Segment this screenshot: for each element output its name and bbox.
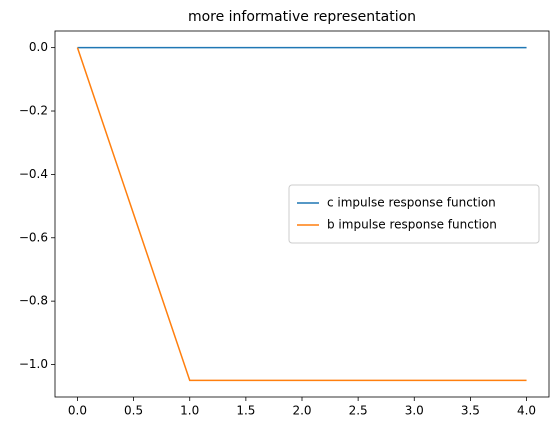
x-tick-label: 0.5	[124, 404, 143, 418]
legend-label: b impulse response function	[327, 218, 497, 232]
x-tick-label: 4.0	[517, 404, 536, 418]
plot-frame	[54, 30, 550, 398]
legend-label: c impulse response function	[327, 196, 496, 210]
y-tick-label: −1.0	[19, 357, 48, 371]
y-tick-label: 0.0	[29, 40, 48, 54]
x-tick-label: 1.0	[180, 404, 199, 418]
y-tick-label: −0.4	[19, 167, 48, 181]
x-tick-label: 0.0	[68, 404, 87, 418]
y-tick-label: −0.6	[19, 230, 48, 244]
series-line	[76, 47, 527, 382]
legend-box	[288, 184, 540, 244]
x-tick-label: 3.5	[461, 404, 480, 418]
x-tick-label: 3.0	[405, 404, 424, 418]
y-tick-label: −0.8	[19, 294, 48, 308]
x-tick-label: 1.5	[236, 404, 255, 418]
y-tick-label: −0.2	[19, 104, 48, 118]
x-tick-label: 2.0	[292, 404, 311, 418]
chart-title: more informative representation	[188, 9, 416, 25]
x-tick-label: 2.5	[349, 404, 368, 418]
